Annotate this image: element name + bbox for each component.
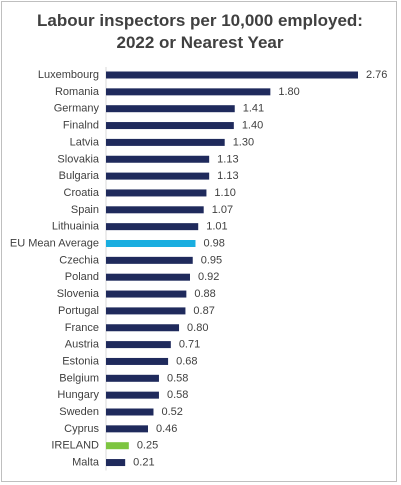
value-label-sweden: 0.52 [161,406,182,418]
bar-ireland [106,442,129,450]
bar-luxembourg [106,71,358,79]
category-label-hungary: Hungary [57,389,99,401]
value-label-spain: 1.07 [212,204,233,216]
value-label-portugal: 0.87 [193,305,214,317]
category-label-belgium: Belgium [59,372,99,384]
value-label-estonia: 0.68 [176,355,197,367]
bar-sweden [106,408,154,416]
category-label-lithuainia: Lithuainia [52,221,100,233]
value-label-austria: 0.71 [179,339,200,351]
value-label-france: 0.80 [187,322,208,334]
category-label-slovenia: Slovenia [57,288,100,300]
bar-austria [106,341,171,349]
bar-portugal [106,307,186,315]
value-label-belgium: 0.58 [167,372,188,384]
category-label-bulgaria: Bulgaria [59,170,100,182]
value-label-latvia: 1.30 [233,136,254,148]
value-label-germany: 1.41 [243,103,264,115]
value-label-slovenia: 0.88 [194,288,215,300]
bar-bulgaria [106,172,210,180]
value-label-eu-mean-average: 0.98 [203,238,224,250]
category-label-latvia: Latvia [70,136,100,148]
bar-latvia [106,138,225,146]
bar-lithuainia [106,223,199,231]
category-label-cyprus: Cyprus [64,423,99,435]
category-label-finalnd: Finalnd [63,120,99,132]
bar-czechia [106,256,193,264]
bar-hungary [106,391,159,399]
bar-slovakia [106,155,210,163]
chart-frame: Labour inspectors per 10,000 employed: 2… [1,1,397,482]
value-label-czechia: 0.95 [201,254,222,266]
bar-belgium [106,374,159,382]
category-label-portugal: Portugal [58,305,99,317]
category-label-austria: Austria [65,339,100,351]
value-label-slovakia: 1.13 [217,153,238,165]
category-label-ireland: IRELAND [51,440,99,452]
category-label-france: France [65,322,99,334]
category-label-poland: Poland [65,271,99,283]
value-label-lithuainia: 1.01 [206,221,227,233]
value-label-croatia: 1.10 [214,187,235,199]
value-label-finalnd: 1.40 [242,120,263,132]
bar-finalnd [106,122,234,130]
category-label-eu-mean-average: EU Mean Average [10,238,99,250]
category-label-estonia: Estonia [62,355,100,367]
category-label-spain: Spain [71,204,99,216]
bar-slovenia [106,290,187,298]
value-label-poland: 0.92 [198,271,219,283]
bar-cyprus [106,425,148,433]
category-label-luxembourg: Luxembourg [38,69,99,81]
bar-france [106,324,180,332]
bar-eu-mean-average [106,240,196,247]
bar-poland [106,273,190,281]
bar-chart-plot: Luxembourg 2.76 Romania 1.80 Germany 1.41 Fina… [10,67,387,471]
category-label-malta: Malta [72,457,100,469]
category-label-slovakia: Slovakia [57,153,99,165]
bar-malta [106,459,126,467]
bar-romania [106,88,271,96]
bar-croatia [106,189,207,197]
category-label-czechia: Czechia [59,254,100,266]
bar-estonia [106,357,169,365]
value-label-cyprus: 0.46 [156,423,177,435]
bar-germany [106,105,235,113]
value-label-luxembourg: 2.76 [366,69,387,81]
chart-title-line-2: 2022 or Nearest Year [116,33,284,52]
value-label-hungary: 0.58 [167,389,188,401]
category-label-sweden: Sweden [59,406,99,418]
chart-title: Labour inspectors per 10,000 employed: 2… [2,10,398,54]
bar-spain [106,206,204,214]
category-label-germany: Germany [54,103,100,115]
value-label-malta: 0.21 [133,457,154,469]
value-label-romania: 1.80 [278,86,299,98]
chart-title-line-1: Labour inspectors per 10,000 employed: [37,11,363,30]
category-label-romania: Romania [55,86,100,98]
value-label-bulgaria: 1.13 [217,170,238,182]
category-label-croatia: Croatia [64,187,100,199]
value-label-ireland: 0.25 [137,440,158,452]
